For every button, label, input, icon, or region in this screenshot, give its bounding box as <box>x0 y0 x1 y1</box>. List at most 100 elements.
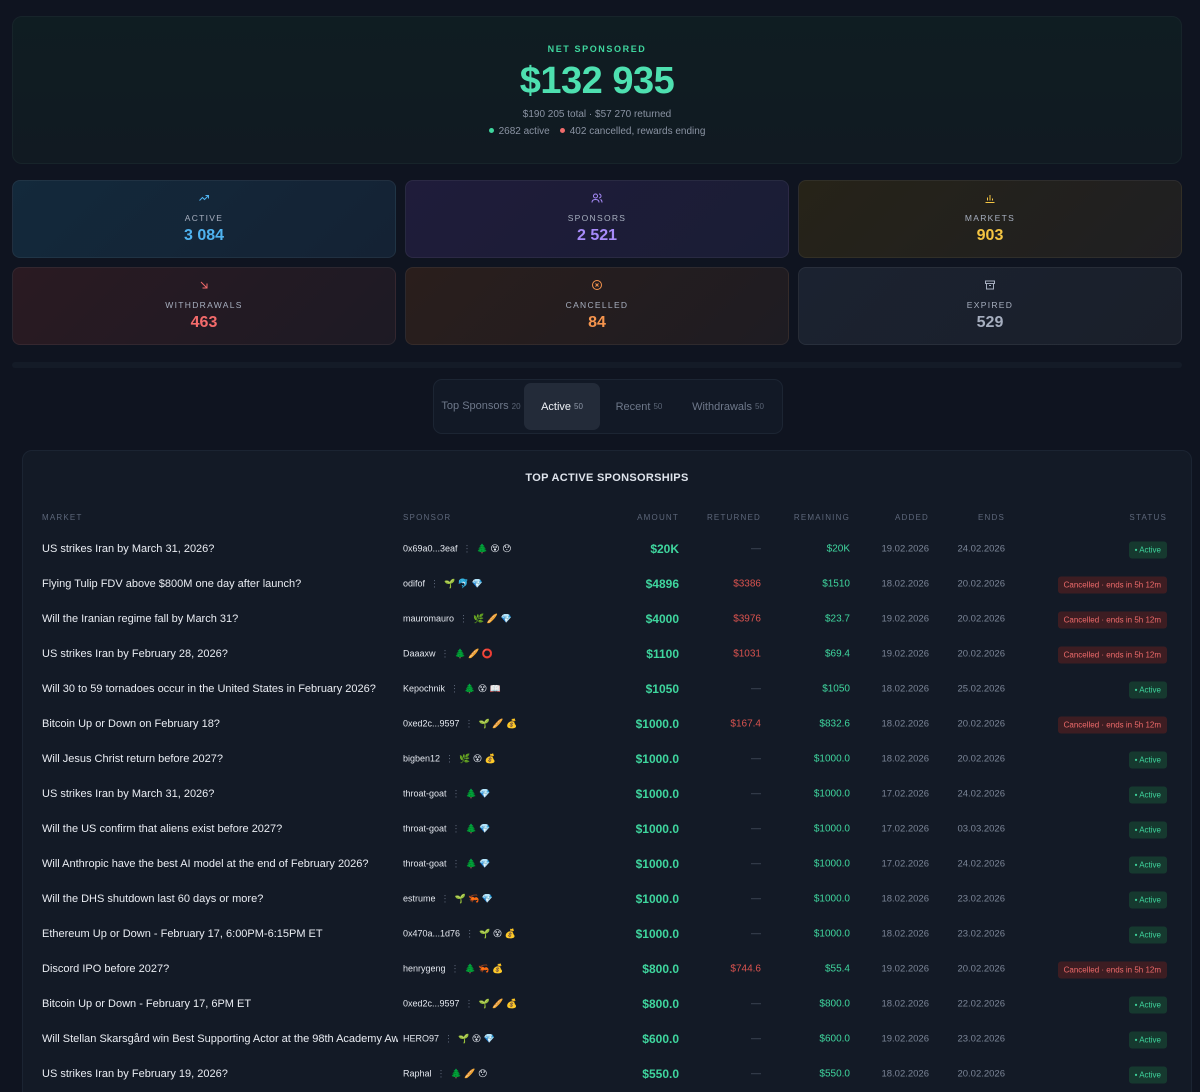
more-vertical-icon[interactable]: ⋮ <box>440 648 450 658</box>
market-name[interactable]: Will the DHS shutdown last 60 days or mo… <box>42 892 264 905</box>
ends-date: 25.02.2026 <box>957 683 1005 694</box>
more-vertical-icon[interactable]: ⋮ <box>450 683 460 693</box>
sponsor-cell[interactable]: mauromauro ⋮ 🌿 🥖 💎 <box>403 613 512 624</box>
market-name[interactable]: Will Stellan Skarsgård win Best Supporti… <box>42 1032 398 1045</box>
returned-value: — <box>751 1033 761 1044</box>
market-name[interactable]: US strikes Iran by February 28, 2026? <box>42 647 228 660</box>
more-vertical-icon[interactable]: ⋮ <box>440 893 450 903</box>
tab-withdrawals[interactable]: Withdrawals 50 <box>678 383 778 430</box>
col-header-returned[interactable]: RETURNED <box>706 513 761 522</box>
table-row[interactable]: Ethereum Up or Down - February 17, 6:00P… <box>23 916 1191 951</box>
more-vertical-icon[interactable]: ⋮ <box>465 928 475 938</box>
table-row[interactable]: Will 30 to 59 tornadoes occur in the Uni… <box>23 671 1191 706</box>
more-vertical-icon[interactable]: ⋮ <box>462 543 472 553</box>
sponsor-name[interactable]: throat-goat <box>403 858 447 869</box>
stat-card-withdrawals: WITHDRAWALS 463 <box>12 267 396 345</box>
table-row[interactable]: US strikes Iran by March 31, 2026? 0x69a0… <box>23 531 1191 566</box>
more-vertical-icon[interactable]: ⋮ <box>436 1068 446 1078</box>
market-name[interactable]: Will Anthropic have the best AI model at… <box>42 857 369 870</box>
market-name[interactable]: Will the Iranian regime fall by March 31… <box>42 612 239 625</box>
more-vertical-icon[interactable]: ⋮ <box>430 578 440 588</box>
sponsor-name[interactable]: 0xed2c...9597 <box>403 998 460 1009</box>
sponsor-cell[interactable]: bigben12 ⋮ 🌿 😵 💰 <box>403 753 496 764</box>
market-name[interactable]: Will Jesus Christ return before 2027? <box>42 752 223 765</box>
market-name[interactable]: Bitcoin Up or Down on February 18? <box>42 717 220 730</box>
market-name[interactable]: US strikes Iran by February 19, 2026? <box>42 1067 228 1080</box>
col-header-status[interactable]: STATUS <box>1129 513 1167 522</box>
more-vertical-icon[interactable]: ⋮ <box>451 858 461 868</box>
sponsor-name[interactable]: 0x69a0...3eaf <box>403 543 458 554</box>
more-vertical-icon[interactable]: ⋮ <box>459 613 469 623</box>
sponsor-cell[interactable]: Daaaxw ⋮ 🌲 🥖 ⭕ <box>403 648 493 659</box>
sponsor-cell[interactable]: Kepochnik ⋮ 🌲 😵 📖 <box>403 683 501 694</box>
sponsor-cell[interactable]: throat-goat ⋮ 🌲 💎 <box>403 788 490 799</box>
table-row[interactable]: US strikes Iran by February 19, 2026? Rap… <box>23 1056 1191 1091</box>
more-vertical-icon[interactable]: ⋮ <box>445 753 455 763</box>
market-name[interactable]: US strikes Iran by March 31, 2026? <box>42 542 215 555</box>
sponsor-cell[interactable]: odifof ⋮ 🌱 🐬 💎 <box>403 578 483 589</box>
sponsor-name[interactable]: Kepochnik <box>403 683 446 694</box>
sponsor-name[interactable]: bigben12 <box>403 753 441 764</box>
market-name[interactable]: Bitcoin Up or Down - February 17, 6PM ET <box>42 997 252 1010</box>
sponsor-name[interactable]: 0x470a...1d76 <box>403 928 461 939</box>
table-row[interactable]: Will Anthropic have the best AI model at… <box>23 846 1191 881</box>
sponsor-name[interactable]: mauromauro <box>403 613 455 624</box>
table-row[interactable]: Will the Iranian regime fall by March 31… <box>23 601 1191 636</box>
more-vertical-icon[interactable]: ⋮ <box>451 788 461 798</box>
sponsor-name[interactable]: HERO97 <box>403 1033 440 1044</box>
sponsor-name[interactable]: throat-goat <box>403 788 447 799</box>
sponsor-name[interactable]: Raphal <box>403 1068 432 1079</box>
table-row[interactable]: US strikes Iran by March 31, 2026? throat… <box>23 776 1191 811</box>
col-header-sponsor[interactable]: SPONSOR <box>403 513 452 522</box>
sponsor-cell[interactable]: Raphal ⋮ 🌲 🥖 😯 <box>403 1068 487 1079</box>
market-name[interactable]: Ethereum Up or Down - February 17, 6:00P… <box>42 927 323 940</box>
sponsor-name[interactable]: henrygeng <box>403 963 446 974</box>
more-vertical-icon[interactable]: ⋮ <box>444 1033 454 1043</box>
table-row[interactable]: Will Stellan Skarsgård win Best Supporti… <box>23 1021 1191 1056</box>
market-name[interactable]: Flying Tulip FDV above $800M one day aft… <box>42 577 302 590</box>
tab-active[interactable]: Active 50 <box>524 383 600 430</box>
market-name[interactable]: Discord IPO before 2027? <box>42 962 170 975</box>
sponsor-name[interactable]: Daaaxw <box>403 648 436 659</box>
sponsor-cell[interactable]: estrume ⋮ 🌱 🦐 💎 <box>403 893 493 904</box>
col-header-ends[interactable]: ENDS <box>977 513 1005 522</box>
sponsor-name[interactable]: odifof <box>403 578 426 589</box>
table-row[interactable]: Flying Tulip FDV above $800M one day aft… <box>23 566 1191 601</box>
col-header-market[interactable]: MARKET <box>42 513 83 522</box>
more-vertical-icon[interactable]: ⋮ <box>451 823 461 833</box>
sponsor-cell[interactable]: 0x69a0...3eaf ⋮ 🌲 😵 😯 <box>403 543 512 554</box>
table-row[interactable]: Will Jesus Christ return before 2027? big… <box>23 741 1191 776</box>
sponsor-cell[interactable]: 0x470a...1d76 ⋮ 🌱 😵 💰 <box>403 928 516 939</box>
sponsor-cell[interactable]: HERO97 ⋮ 🌱 😵 💎 <box>403 1033 495 1044</box>
table-row[interactable]: Will the DHS shutdown last 60 days or mo… <box>23 881 1191 916</box>
sponsor-name[interactable]: throat-goat <box>403 823 447 834</box>
col-header-remaining[interactable]: REMAINING <box>793 513 850 522</box>
sponsor-cell[interactable]: throat-goat ⋮ 🌲 💎 <box>403 858 490 869</box>
market-name[interactable]: US strikes Iran by March 31, 2026? <box>42 787 215 800</box>
sponsor-cell[interactable]: throat-goat ⋮ 🌲 💎 <box>403 823 490 834</box>
more-vertical-icon[interactable]: ⋮ <box>450 963 460 973</box>
tab-recent[interactable]: Recent 50 <box>600 383 678 430</box>
market-name[interactable]: Will the US confirm that aliens exist be… <box>42 822 283 835</box>
market-name[interactable]: Will 30 to 59 tornadoes occur in the Uni… <box>42 682 376 695</box>
more-vertical-icon[interactable]: ⋮ <box>464 718 474 728</box>
ends-date: 24.02.2026 <box>957 788 1005 799</box>
tab-top-sponsors[interactable]: Top Sponsors 20 <box>438 383 524 430</box>
table-row[interactable]: Will the US confirm that aliens exist be… <box>23 811 1191 846</box>
table-row[interactable]: US strikes Iran by February 28, 2026? Daa… <box>23 636 1191 671</box>
stat-value: 84 <box>588 314 606 331</box>
col-header-amount[interactable]: AMOUNT <box>637 513 679 522</box>
table-row[interactable]: Bitcoin Up or Down - February 17, 6PM ET… <box>23 986 1191 1021</box>
sponsor-cell[interactable]: 0xed2c...9597 ⋮ 🌱 🥖 💰 <box>403 718 517 729</box>
table-row[interactable]: Discord IPO before 2027? henrygeng ⋮ 🌲 🦐 💰 $… <box>23 951 1191 986</box>
sponsor-name[interactable]: 0xed2c...9597 <box>403 718 460 729</box>
status-cell: • Active <box>1128 1029 1167 1048</box>
table-row[interactable]: Bitcoin Up or Down on February 18? 0xed2c… <box>23 706 1191 741</box>
remaining-value: $800.0 <box>819 998 850 1009</box>
more-vertical-icon[interactable]: ⋮ <box>464 998 474 1008</box>
col-header-added[interactable]: ADDED <box>894 513 929 522</box>
sponsor-name[interactable]: estrume <box>403 893 436 904</box>
sponsor-cell[interactable]: henrygeng ⋮ 🌲 🦐 💰 <box>403 963 503 974</box>
sponsor-cell[interactable]: 0xed2c...9597 ⋮ 🌱 🥖 💰 <box>403 998 517 1009</box>
tab-count: 50 <box>574 402 583 411</box>
